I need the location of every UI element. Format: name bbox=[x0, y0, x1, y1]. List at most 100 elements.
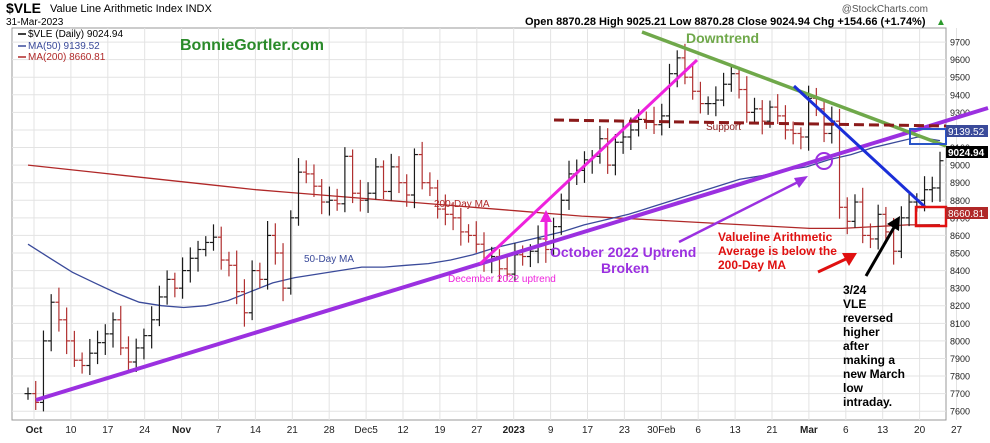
price-bar bbox=[712, 86, 720, 117]
plot-frame bbox=[11, 27, 947, 421]
price-bar bbox=[905, 192, 913, 227]
price-bar bbox=[117, 305, 125, 356]
valueline-label-2: Average is below the bbox=[718, 244, 837, 258]
december-uptrend-line bbox=[478, 58, 699, 266]
price-bar bbox=[557, 193, 565, 235]
tag-ma200-bg bbox=[946, 207, 988, 219]
reversal-line: intraday. bbox=[843, 395, 892, 409]
reversal-line: making a bbox=[843, 353, 895, 367]
tag-ma50: 9139.52 bbox=[948, 127, 985, 138]
support-line bbox=[553, 118, 947, 128]
copyright: @StockCharts.com bbox=[842, 4, 928, 15]
price-bar bbox=[256, 262, 264, 289]
price-bar bbox=[179, 257, 187, 299]
october-uptrend-label-1: October 2022 Uptrend bbox=[550, 244, 696, 260]
x-tick-label: 21 bbox=[287, 425, 299, 436]
tag-close: 9024.94 bbox=[948, 148, 985, 159]
y-tick-label: 9300 bbox=[950, 108, 970, 118]
x-tick-label: 17 bbox=[582, 425, 594, 436]
price-bar bbox=[302, 160, 310, 184]
price-bar bbox=[449, 202, 457, 231]
downtrend-label: Downtrend bbox=[686, 30, 759, 46]
y-tick-label: 9600 bbox=[950, 55, 970, 65]
reversal-line: VLE bbox=[843, 297, 866, 311]
chart-date: 31-Mar-2023 bbox=[6, 17, 64, 28]
x-tick-label: 17 bbox=[102, 425, 114, 436]
price-bar bbox=[789, 121, 797, 145]
tag-ma50-bg bbox=[946, 125, 988, 137]
price-bar bbox=[47, 294, 55, 352]
breakdown-circle bbox=[815, 152, 833, 170]
black-arrow-shaft bbox=[864, 223, 898, 277]
price-bar bbox=[325, 186, 333, 216]
y-tick-label: 8800 bbox=[950, 196, 970, 206]
price-bar bbox=[751, 97, 759, 125]
legend-ma50: MA(50) 9139.52 bbox=[28, 41, 100, 52]
reversal-line: reversed bbox=[843, 311, 893, 325]
price-bar bbox=[735, 66, 743, 99]
price-bar bbox=[341, 147, 349, 213]
x-tick-label: 10 bbox=[65, 425, 77, 436]
price-bar bbox=[356, 179, 364, 212]
x-tick-label: 13 bbox=[730, 425, 742, 436]
price-bar bbox=[209, 224, 217, 251]
reversal-note: 3/24 VLE reversed higher after making a … bbox=[843, 283, 905, 409]
x-tick-label: Oct bbox=[26, 425, 43, 436]
index-name: Value Line Arithmetic Index INDX bbox=[50, 3, 212, 15]
price-bar bbox=[465, 224, 473, 243]
price-bar bbox=[928, 176, 936, 203]
y-tick-label: 9500 bbox=[950, 73, 970, 83]
price-bar bbox=[217, 226, 225, 270]
price-bar bbox=[426, 172, 434, 197]
x-tick-label: 20 bbox=[914, 425, 926, 436]
price-bar bbox=[372, 158, 380, 200]
y-axis: 7600 7700 7800 7900 8000 8100 8200 8300 8400 8500… bbox=[950, 38, 970, 417]
y-tick-label: 9000 bbox=[950, 161, 970, 171]
red-arrow-head bbox=[842, 253, 857, 266]
y-tick-label: 7900 bbox=[950, 354, 970, 364]
y-tick-label: 8000 bbox=[950, 336, 970, 346]
legend-ma200: MA(200) 8660.81 bbox=[28, 52, 106, 63]
reversal-line: low bbox=[843, 381, 864, 395]
x-tick-label: 21 bbox=[766, 425, 778, 436]
price-bar bbox=[287, 210, 295, 295]
x-tick-label: 27 bbox=[951, 425, 963, 436]
ma200-line bbox=[27, 164, 941, 230]
price-bar bbox=[264, 221, 272, 290]
price-bar bbox=[696, 81, 704, 114]
price-bar bbox=[704, 96, 712, 115]
price-bar bbox=[148, 306, 156, 349]
price-bar bbox=[503, 254, 511, 281]
price-bar bbox=[248, 260, 256, 321]
price-bar bbox=[758, 100, 766, 135]
grid bbox=[12, 28, 957, 420]
price-bar bbox=[820, 100, 828, 143]
price-bar bbox=[681, 43, 689, 85]
price-bar bbox=[202, 236, 210, 257]
price-bar bbox=[55, 287, 63, 332]
y-tick-label: 8900 bbox=[950, 178, 970, 188]
price-bar bbox=[387, 153, 395, 201]
x-tick-label: 12 bbox=[397, 425, 409, 436]
ma50-label: 50-Day MA bbox=[304, 254, 354, 265]
price-bar bbox=[727, 64, 735, 92]
x-tick-label: 2023 bbox=[503, 425, 526, 436]
y-tick-label: 8500 bbox=[950, 249, 970, 259]
price-bar bbox=[611, 133, 619, 176]
price-bar bbox=[418, 141, 426, 190]
valueline-label-1: Valueline Arithmetic bbox=[718, 230, 833, 244]
price-bar bbox=[101, 324, 109, 355]
ma200-label: 200-Day MA bbox=[434, 199, 490, 210]
october-uptrend-label-2: Broken bbox=[601, 260, 649, 276]
x-tick-label: 6 bbox=[843, 425, 849, 436]
tag-close-bg bbox=[946, 146, 988, 158]
x-tick-label: 24 bbox=[139, 425, 151, 436]
price-bar bbox=[897, 206, 905, 259]
purple-arrow-head bbox=[794, 176, 808, 188]
price-bar bbox=[155, 285, 163, 327]
x-tick-label: 6 bbox=[695, 425, 701, 436]
price-bar bbox=[673, 50, 681, 88]
price-bar bbox=[78, 352, 86, 374]
x-tick-label: Dec5 bbox=[354, 425, 378, 436]
